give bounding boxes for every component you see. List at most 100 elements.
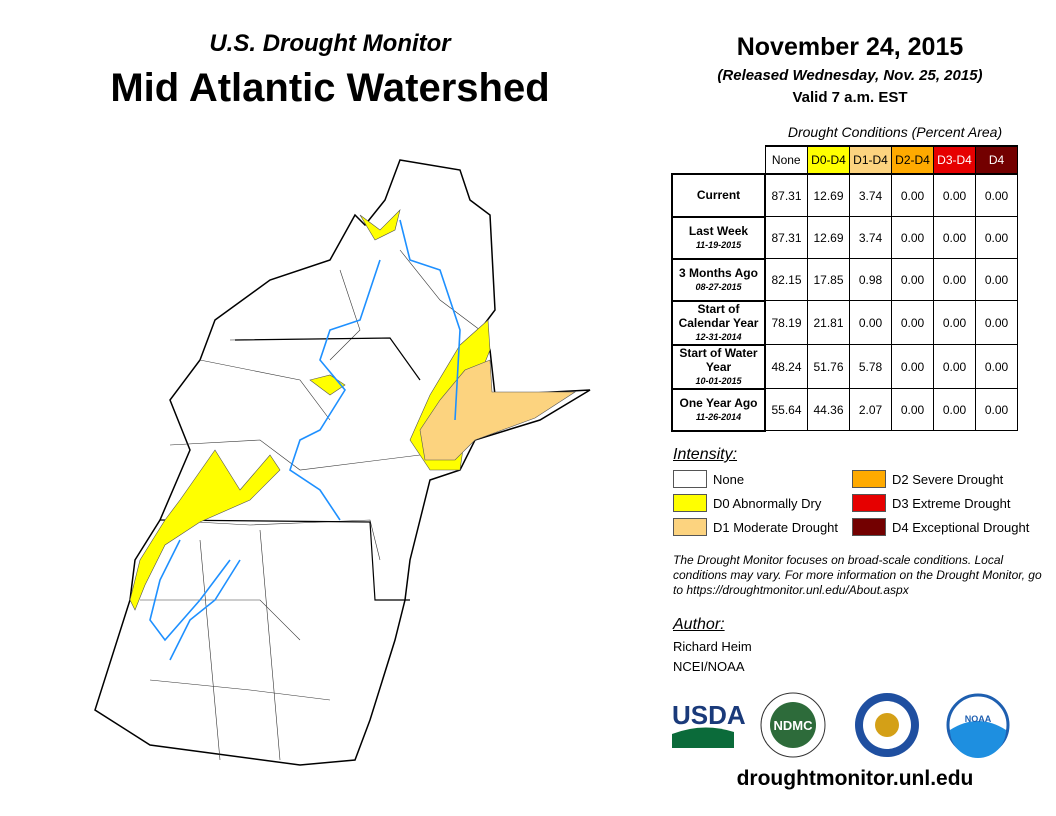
legend-swatch <box>852 470 886 488</box>
row-label: 3 Months Ago 08-27-2015 <box>671 257 766 302</box>
legend-item: None <box>673 470 744 488</box>
map-date: November 24, 2015 <box>736 33 964 61</box>
row-label: Start of Water Year 10-01-2015 <box>671 343 766 390</box>
legend-label: None <box>713 471 745 487</box>
legend-label: D1 Moderate Drought <box>713 519 839 535</box>
table-cell: 0.00 <box>933 258 976 301</box>
table-cell: 0.00 <box>891 258 934 301</box>
legend-swatch <box>852 518 886 536</box>
row-date: 12-31-2014 <box>695 331 742 342</box>
table-cell: 0.00 <box>975 173 1018 217</box>
table-cell: 3.74 <box>849 173 892 217</box>
doc-logo <box>855 693 919 757</box>
column-header: D2-D4 <box>891 145 934 175</box>
legend-item: D4 Exceptional Drought <box>852 518 1029 536</box>
product-title: U.S. Drought Monitor <box>209 30 451 57</box>
partner-logos: USDA NDMC NOAA <box>672 692 1010 758</box>
author-heading: Author: <box>673 616 725 633</box>
legend-swatch <box>673 470 707 488</box>
author-name: Richard Heim <box>673 639 752 654</box>
valid-time: Valid 7 a.m. EST <box>792 89 908 106</box>
table-cell: 55.64 <box>764 388 808 431</box>
svg-text:USDA: USDA <box>672 700 746 730</box>
table-cell: 21.81 <box>807 300 850 345</box>
region-title: Mid Atlantic Watershed <box>110 66 550 110</box>
drought-conditions-table: None D0-D4 D1-D4 D2-D4 D3-D4 D4 Current 87.31 1… <box>671 145 1018 432</box>
row-label: Last Week 11-19-2015 <box>671 215 766 260</box>
row-label: One Year Ago 11-26-2014 <box>671 387 766 432</box>
legend-label: D0 Abnormally Dry <box>713 495 822 511</box>
legend-swatch <box>852 494 886 512</box>
table-cell: 0.00 <box>975 300 1018 345</box>
d0-area-west <box>129 449 281 611</box>
table-cell: 0.00 <box>891 344 934 389</box>
legend-label: D4 Exceptional Drought <box>892 519 1030 535</box>
watershed-map <box>94 159 591 766</box>
column-header: None <box>764 145 808 175</box>
table-cell: 5.78 <box>849 344 892 389</box>
table-cell: 0.00 <box>933 216 976 259</box>
row-date: 10-01-2015 <box>695 375 742 386</box>
table-cell: 82.15 <box>764 258 808 301</box>
row-label-text: One Year Ago <box>679 395 758 410</box>
table-cell: 0.00 <box>975 258 1018 301</box>
table-cell: 78.19 <box>764 300 808 345</box>
legend-item: D0 Abnormally Dry <box>673 494 821 512</box>
column-header: D0-D4 <box>807 145 850 175</box>
column-header: D3-D4 <box>933 145 976 175</box>
row-date: 08-27-2015 <box>695 281 742 292</box>
row-date: 11-19-2015 <box>695 239 742 250</box>
svg-text:NDMC: NDMC <box>774 718 814 733</box>
legend-swatch <box>673 494 707 512</box>
row-label-text: Current <box>696 188 741 203</box>
table-cell: 0.98 <box>849 258 892 301</box>
row-label-text: Last Week <box>688 223 749 238</box>
legend-title: Intensity: <box>673 446 738 463</box>
table-cell: 0.00 <box>891 173 934 217</box>
legend-label: D3 Extreme Drought <box>892 495 1011 511</box>
table-cell: 0.00 <box>891 388 934 431</box>
table-row: Last Week 11-19-2015 87.31 12.69 3.74 0.00 0.0… <box>671 215 1018 260</box>
footer-url[interactable]: droughtmonitor.unl.edu <box>736 767 974 790</box>
table-cell: 87.31 <box>764 216 808 259</box>
table-cell: 17.85 <box>807 258 850 301</box>
table-cell: 12.69 <box>807 216 850 259</box>
table-caption: Drought Conditions (Percent Area) <box>787 124 1003 140</box>
disclaimer-note: The Drought Monitor focuses on broad-sca… <box>673 553 1042 597</box>
d0-area-north <box>359 209 401 241</box>
table-cell: 0.00 <box>891 216 934 259</box>
usda-logo: USDA <box>672 700 746 748</box>
table-row: One Year Ago 11-26-2014 55.64 44.36 2.07 0.00… <box>671 387 1018 432</box>
legend-item: D3 Extreme Drought <box>852 494 1011 512</box>
svg-text:NOAA: NOAA <box>965 714 992 724</box>
row-date: 11-26-2014 <box>695 411 742 422</box>
table-row: Start of Water Year 10-01-2015 48.24 51.76 5… <box>671 343 1018 390</box>
table-cell: 0.00 <box>933 300 976 345</box>
table-cell: 2.07 <box>849 388 892 431</box>
noaa-logo: NOAA <box>946 693 1010 758</box>
table-cell: 0.00 <box>849 300 892 345</box>
table-cell: 12.69 <box>807 173 850 217</box>
release-date: (Released Wednesday, Nov. 25, 2015) <box>717 67 983 84</box>
table-cell: 0.00 <box>975 344 1018 389</box>
legend-swatch <box>673 518 707 536</box>
table-cell: 48.24 <box>764 344 808 389</box>
table-cell: 0.00 <box>933 344 976 389</box>
table-cell: 0.00 <box>891 300 934 345</box>
row-label-text: Start of Calendar Year <box>678 301 759 330</box>
table-cell: 44.36 <box>807 388 850 431</box>
table-row: Start of Calendar Year 12-31-2014 78.19 21.… <box>671 299 1018 346</box>
table-cell: 0.00 <box>975 216 1018 259</box>
row-label-text: Start of Water Year <box>679 345 758 374</box>
watershed-outline <box>94 159 591 766</box>
row-label: Start of Calendar Year 12-31-2014 <box>671 299 766 346</box>
legend-item: D1 Moderate Drought <box>673 518 838 536</box>
column-header: D1-D4 <box>849 145 892 175</box>
legend-label: D2 Severe Drought <box>892 471 1004 487</box>
row-label-text: 3 Months Ago <box>679 265 758 280</box>
table-row: Current 87.31 12.69 3.74 0.00 0.00 0.00 <box>671 173 1018 218</box>
author-org: NCEI/NOAA <box>673 659 745 674</box>
row-label: Current <box>671 173 766 218</box>
table-cell: 0.00 <box>933 173 976 217</box>
